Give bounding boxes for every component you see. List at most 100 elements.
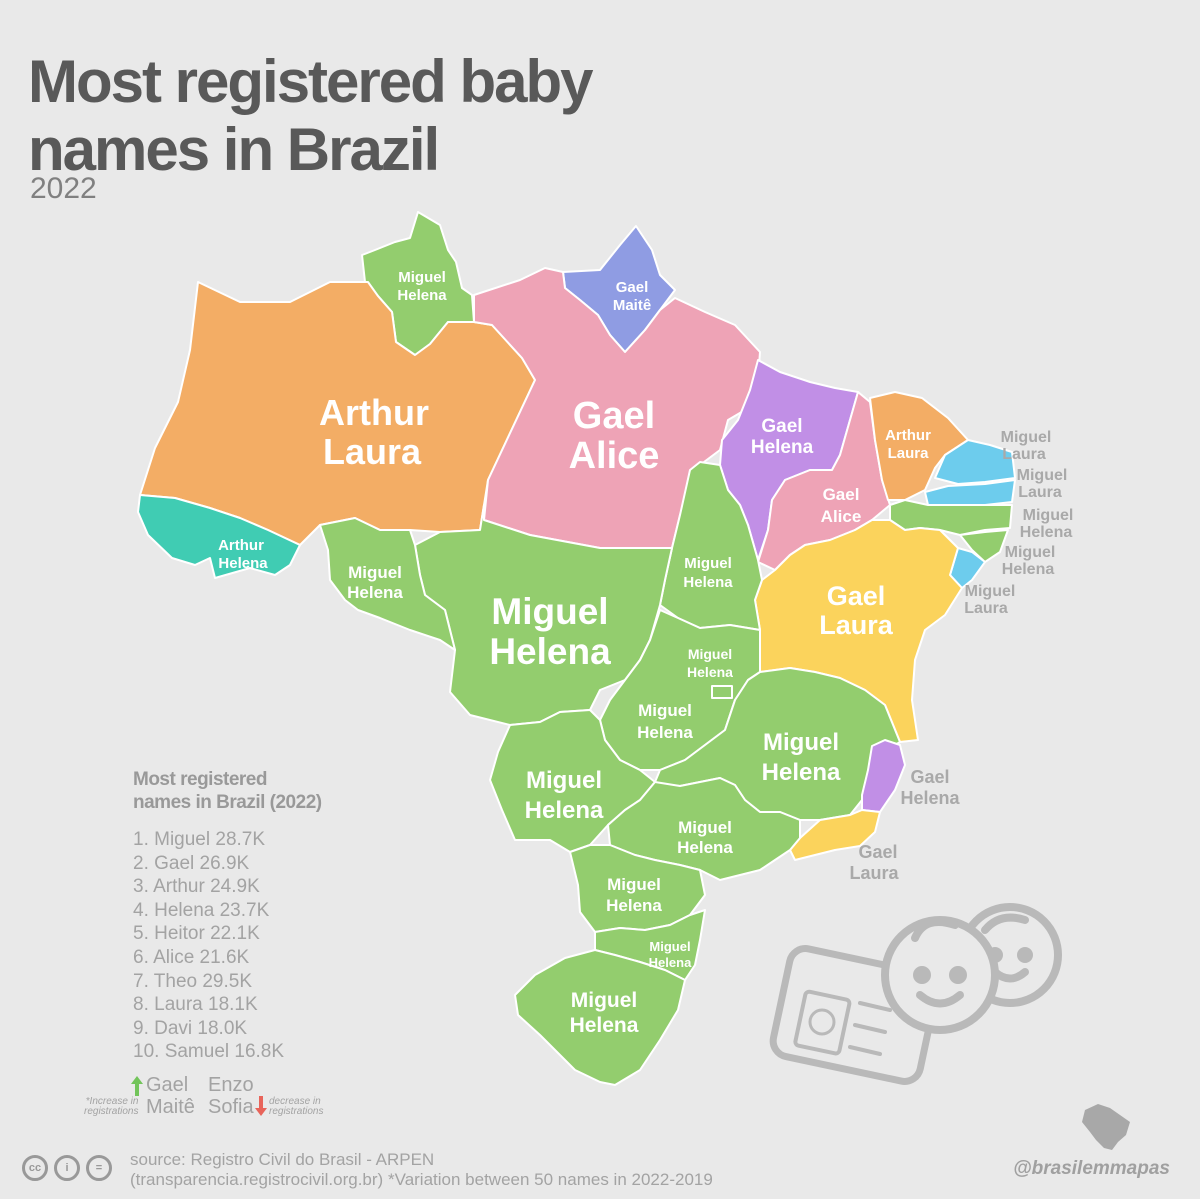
label-rio-de-janeiro-girl: Laura [849,863,899,883]
label-rio-grande-do-norte-boy: Miguel [1001,429,1052,446]
decrease-note-2: registrations [269,1106,324,1117]
ranking-item: 7. Theo 29.5K [133,970,253,992]
label-alagoas-boy: Miguel [1005,544,1056,561]
increase-note-2: registrations [84,1106,139,1117]
brazil-logo-icon [1082,1104,1130,1150]
coastal-labels: Miguel Laura Miguel Laura Miguel Helena … [849,429,1073,883]
ranking-item: 10. Samuel 16.8K [133,1041,285,1063]
decrease-name-1: Enzo [208,1074,254,1096]
state-ceara [869,391,969,501]
label-maranhao-girl: Helena [751,437,814,458]
label-mato-grosso-do-sul-boy: Miguel [526,767,602,794]
cc-license-icon: cc [22,1155,48,1181]
label-maranhao-boy: Gael [761,416,802,437]
state-parana [569,844,706,933]
baby-face-icon [881,903,1062,1034]
label-acre-girl: Helena [218,555,268,572]
label-roraima-boy: Miguel [398,269,446,286]
decrease-name-2: Sofia [208,1096,254,1118]
label-acre-boy: Arthur [218,537,264,554]
label-sao-paulo-boy: Miguel [678,818,732,837]
ranking-item: 9. Davi 18.0K [133,1017,248,1039]
ranking-item: 3. Arthur 24.9K [133,876,260,898]
label-amazonas-boy: Arthur [319,392,429,433]
label-paraiba-boy: Miguel [1017,467,1068,484]
subtitle-year: 2022 [30,172,97,205]
title-line-2: names in Brazil [28,116,440,183]
label-roraima-girl: Helena [397,287,447,304]
ranking-item: 8. Laura 18.1K [133,994,258,1016]
ranking-item: 4. Helena 23.7K [133,899,270,921]
state-distrito-federal [711,685,733,699]
label-amapa-girl: Maitê [613,297,651,314]
increase-note-1: *Increase in [85,1096,139,1107]
label-sergipe-girl: Laura [964,600,1008,617]
label-rondonia-girl: Helena [347,583,403,602]
label-santa-catarina-girl: Helena [649,955,692,970]
source-text: source: Registro Civil do Brasil - ARPEN… [130,1150,434,1190]
label-sergipe-boy: Miguel [965,583,1016,600]
increase-names: Gael Maitê [146,1074,195,1118]
label-paraiba-girl: Laura [1018,484,1062,501]
label-minas-gerais-girl: Helena [762,759,841,786]
label-rondonia-boy: Miguel [348,563,402,582]
ranking-item: 1. Miguel 28.7K [133,829,266,850]
legend-title: Most registered names in Brazil (2022) [133,768,322,814]
decrease-note: decrease in registrations [269,1097,323,1117]
label-pernambuco-boy: Miguel [1023,507,1074,524]
label-ceara-boy: Arthur [885,427,931,444]
label-mato-grosso-do-sul-girl: Helena [525,797,604,824]
increase-arrow-icon [131,1076,143,1096]
increase-name-1: Gael [146,1074,189,1096]
label-distrito-federal-girl: Helena [687,664,733,680]
label-piaui-girl: Alice [821,507,862,526]
author-handle: @brasilemmapas [1013,1158,1170,1179]
label-sao-paulo-girl: Helena [677,838,733,857]
legend-title-line-2: names in Brazil (2022) [133,792,322,813]
label-parana-girl: Helena [606,896,662,915]
state-espirito-santo [861,739,906,813]
label-ceara-girl: Laura [888,445,930,462]
label-tocantins-boy: Miguel [684,555,732,572]
increase-note: *Increase in registrations [84,1097,138,1117]
label-rio-de-janeiro-boy: Gael [858,842,897,862]
label-distrito-federal-boy: Miguel [688,646,732,662]
state-acre [137,494,301,579]
state-alagoas [959,529,1009,563]
decrease-note-1: decrease in [269,1096,321,1107]
ranking-list: 1. Miguel 28.7K 2. Gael 26.9K 3. Arthur … [133,828,284,1064]
label-para-boy: Gael [573,395,655,437]
page-title: Most registered baby names in Brazil [28,48,593,184]
ranking-item: 2. Gael 26.9K [133,852,250,874]
label-mato-grosso-boy: Miguel [491,591,608,632]
label-tocantins-girl: Helena [683,574,733,591]
label-parana-boy: Miguel [607,875,661,894]
ranking-item: 5. Heitor 22.1K [133,923,260,945]
label-rio-grande-do-sul-girl: Helena [570,1014,639,1037]
label-rio-grande-do-norte-girl: Laura [1002,446,1046,463]
label-bahia-girl: Laura [819,610,894,640]
label-minas-gerais-boy: Miguel [763,729,839,756]
label-pernambuco-girl: Helena [1020,524,1073,541]
increase-name-2: Maitê [146,1096,195,1118]
title-line-1: Most registered baby [28,48,593,115]
ranking-item: 6. Alice 21.6K [133,946,250,968]
label-goias-girl: Helena [637,723,693,742]
label-mato-grosso-girl: Helena [489,631,611,672]
label-amapa-boy: Gael [616,279,649,296]
state-labels: Miguel Helena Gael Maitê Arthur Laura Ga… [218,269,931,1037]
decrease-names: Enzo Sofia [208,1074,254,1118]
label-para-girl: Alice [569,435,660,477]
label-rio-grande-do-sul-boy: Miguel [571,989,638,1012]
state-rio-grande-do-norte [934,439,1016,485]
label-piaui-boy: Gael [823,485,860,504]
source-line-2: (transparencia.registrocivil.org.br) [130,1170,384,1189]
nd-noderivs-icon: = [86,1155,112,1181]
label-alagoas-girl: Helena [1002,561,1055,578]
source-line-1: source: Registro Civil do Brasil - ARPEN [130,1150,435,1169]
by-attribution-icon: i [54,1155,80,1181]
legend-title-line-1: Most registered [133,769,267,790]
label-santa-catarina-boy: Miguel [649,939,690,954]
label-bahia-boy: Gael [827,581,886,611]
